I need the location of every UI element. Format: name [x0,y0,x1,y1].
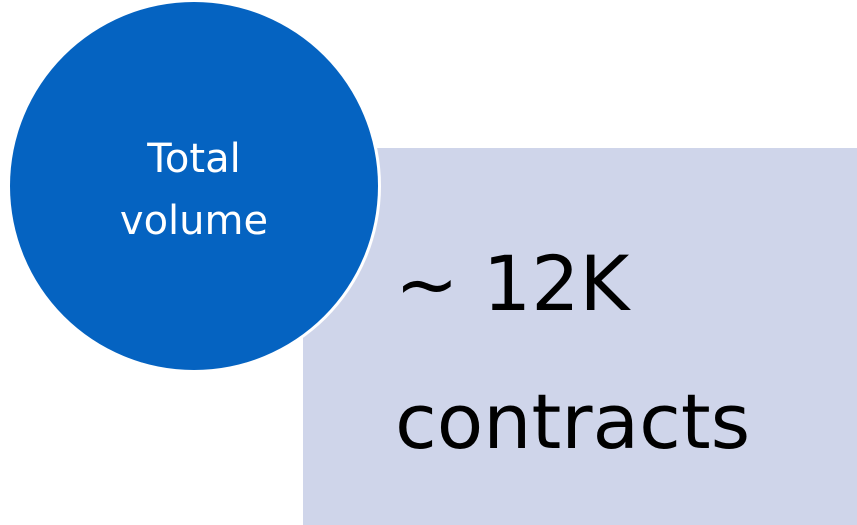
circle [10,2,378,370]
circle-label: Total [146,136,240,182]
box-label: contracts [395,377,750,466]
box-label: ~ 12K [395,239,632,328]
circle-label: volume [120,198,268,244]
value-box [303,148,857,525]
